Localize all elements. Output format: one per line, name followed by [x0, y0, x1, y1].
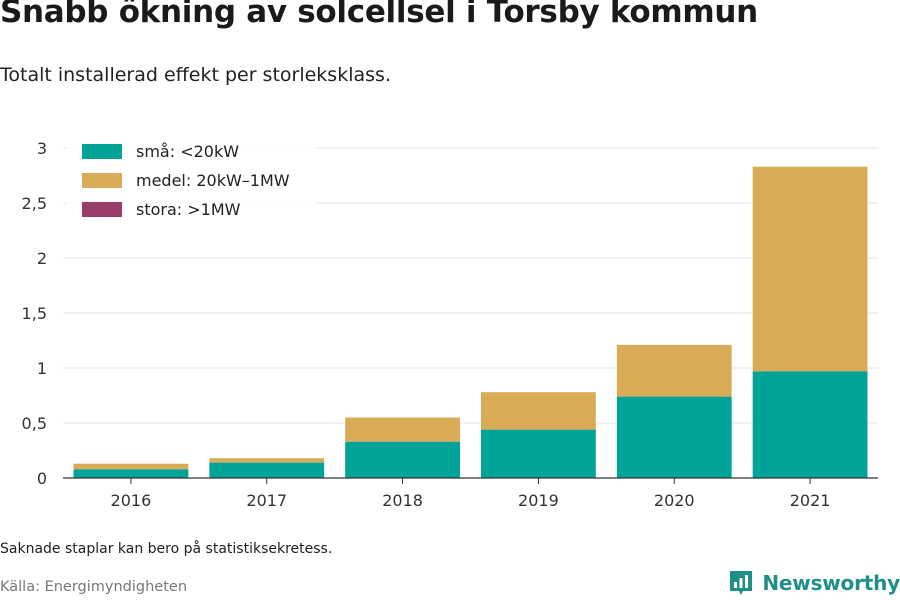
bar-segment: [752, 166, 868, 372]
bar-segment: [345, 441, 460, 478]
brand-logo: Newsworthy: [728, 566, 900, 600]
x-tick-label: 2017: [246, 491, 287, 510]
y-tick-label: 2,5: [22, 194, 47, 213]
y-tick-label: 0,5: [22, 414, 47, 433]
y-tick-label: 2: [37, 249, 47, 268]
legend-swatch: [82, 202, 122, 217]
bar-segment: [752, 371, 868, 478]
bar-segment: [481, 429, 596, 478]
legend-swatch: [82, 173, 122, 188]
axes: 0 0,5 1 1,5 2 2,5 3 2016 2017 2018 2019 2020 2021: [22, 139, 878, 510]
bars: [73, 166, 868, 478]
y-tick-label: 1: [37, 359, 47, 378]
x-tick-label: 2019: [518, 491, 559, 510]
bar-segment: [616, 344, 732, 397]
bar-segment: [209, 458, 325, 463]
x-tick-label: 2021: [790, 491, 831, 510]
y-tick-label: 0: [37, 469, 47, 488]
y-tick-label: 3: [37, 139, 47, 158]
source-credit: Källa: Energimyndigheten: [0, 579, 188, 595]
legend-swatch: [82, 144, 122, 159]
newsworthy-logo-icon: [730, 571, 753, 595]
brand-name: Newsworthy: [762, 571, 900, 595]
chart-subtitle: Totalt installerad effekt per storlekskl…: [0, 64, 391, 86]
chart-title: Snabb ökning av solcellsel i Torsby komm…: [0, 0, 758, 30]
legend-label: stora: >1MW: [136, 200, 241, 219]
bar-segment: [73, 463, 189, 470]
bar-segment: [73, 469, 189, 478]
x-tick-label: 2020: [654, 491, 695, 510]
bar-segment: [481, 392, 596, 430]
x-tick-label: 2016: [111, 491, 152, 510]
legend-label: medel: 20kW–1MW: [136, 171, 290, 190]
x-tick-label: 2018: [382, 491, 423, 510]
bar-segment: [209, 462, 325, 478]
legend: små: <20kW medel: 20kW–1MW stora: >1MW: [66, 136, 316, 220]
bar-segment: [345, 417, 460, 442]
stacked-bar-chart: 0 0,5 1 1,5 2 2,5 3 2016 2017 2018 2019 2020 2021 sm…: [22, 136, 878, 510]
legend-label: små: <20kW: [136, 142, 239, 161]
bar-segment: [616, 396, 732, 478]
footnote: Saknade staplar kan bero på statistiksek…: [0, 541, 333, 557]
y-tick-label: 1,5: [22, 304, 47, 323]
